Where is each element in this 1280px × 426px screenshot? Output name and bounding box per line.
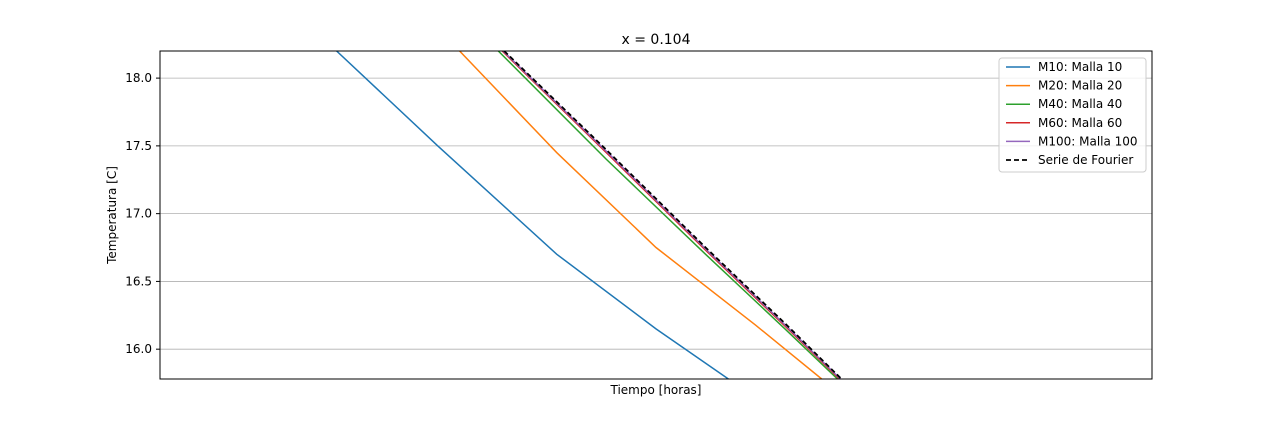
y-tick-label: 18.0 <box>125 71 152 85</box>
legend-box <box>998 57 1147 173</box>
legend: M10: Malla 10 M20: Malla 20 M40: Malla 40 M… <box>998 57 1147 173</box>
series-line-4 <box>501 51 841 379</box>
y-tick-label: 16.5 <box>125 274 152 288</box>
legend-label: Serie de Fourier <box>1038 153 1133 167</box>
legend-label: M60: Malla 60 <box>1038 116 1122 130</box>
series-lines <box>336 51 843 379</box>
legend-label: M20: Malla 20 <box>1038 79 1122 93</box>
y-tick-label: 16.0 <box>125 342 152 356</box>
legend-label: M10: Malla 10 <box>1038 60 1122 74</box>
y-axis-label: Temperatura [C] <box>105 166 119 265</box>
grid <box>160 77 1152 350</box>
series-line-3 <box>497 51 839 379</box>
series-line-1 <box>336 51 729 379</box>
chart-title: x = 0.104 <box>622 32 691 48</box>
y-axis-ticks: 16.0 16.5 17.0 17.5 18.0 <box>125 71 160 356</box>
y-tick-label: 17.0 <box>125 207 152 221</box>
legend-label: M40: Malla 40 <box>1038 97 1122 111</box>
legend-label: M100: Malla 100 <box>1038 134 1138 148</box>
plot-frame <box>159 50 1153 380</box>
x-axis-label: Tiempo [horas] <box>610 383 702 397</box>
series-line-6 <box>503 51 843 379</box>
series-line-2 <box>459 51 823 379</box>
y-tick-label: 17.5 <box>125 139 152 153</box>
